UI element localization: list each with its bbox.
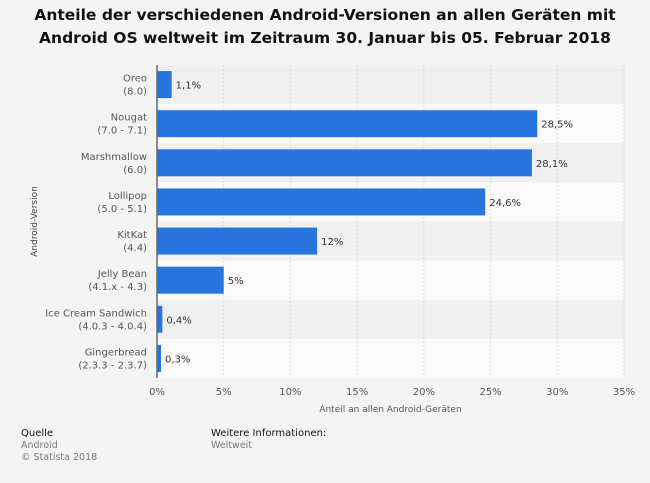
source-value: Android	[21, 440, 58, 451]
bar	[157, 227, 318, 255]
value-label: 0,4%	[166, 315, 191, 326]
value-label: 1,1%	[176, 81, 201, 92]
row-band	[157, 260, 624, 300]
bar	[157, 110, 538, 138]
y-axis-title: Android-Version	[30, 186, 40, 257]
x-tick-label: 30%	[546, 387, 568, 398]
chart-title: Anteile der verschiedenen Android-Versio…	[0, 4, 650, 50]
x-tick-label: 20%	[413, 387, 435, 398]
bar	[157, 344, 162, 372]
x-tick-label: 10%	[279, 387, 301, 398]
category-label: Marshmallow (6.0)	[81, 152, 147, 176]
x-tick-label: 15%	[346, 387, 368, 398]
category-label: Oreo (8.0)	[123, 74, 147, 98]
value-label: 0,3%	[165, 354, 190, 365]
x-axis-title: Anteil an allen Android-Geräten	[319, 405, 461, 415]
category-label: Nougat (7.0 - 7.1)	[97, 113, 147, 137]
category-label: Ice Cream Sandwich (4.0.3 - 4.0.4)	[45, 308, 147, 332]
category-label: Lollipop (5.0 - 5.1)	[97, 191, 147, 215]
copyright-text: © Statista 2018	[21, 452, 98, 463]
bar	[157, 149, 532, 177]
value-label: 24,6%	[489, 198, 521, 209]
value-label: 28,1%	[536, 159, 568, 170]
chart-title-line-1: Anteile der verschiedenen Android-Versio…	[34, 6, 616, 24]
chart-title-line-2: Android OS weltweit im Zeitraum 30. Janu…	[39, 29, 611, 47]
more-info-block: Weitere Informationen: Weltweit	[211, 428, 326, 452]
category-label: Gingerbread (2.3.3 - 2.3.7)	[78, 347, 147, 371]
more-info-label: Weitere Informationen:	[211, 428, 327, 439]
value-label: 28,5%	[541, 120, 573, 131]
x-tick-label: 25%	[479, 387, 501, 398]
x-tick-label: 35%	[613, 387, 635, 398]
value-label: 12%	[321, 237, 343, 248]
row-band	[157, 299, 624, 339]
source-block: Quelle Android © Statista 2018	[21, 428, 97, 464]
bar	[157, 71, 172, 99]
value-label: 5%	[228, 276, 244, 287]
row-band	[157, 65, 624, 105]
row-band	[157, 338, 624, 378]
bar	[157, 305, 163, 333]
x-tick-label: 0%	[149, 387, 165, 398]
source-label: Quelle	[21, 428, 54, 439]
bar	[157, 188, 486, 216]
category-label: KitKat (4.4)	[117, 230, 147, 254]
category-label: Jelly Bean (4.1.x - 4.3)	[88, 269, 147, 293]
x-tick-label: 5%	[216, 387, 232, 398]
bar	[157, 266, 224, 294]
more-info-value: Weltweit	[211, 440, 253, 451]
